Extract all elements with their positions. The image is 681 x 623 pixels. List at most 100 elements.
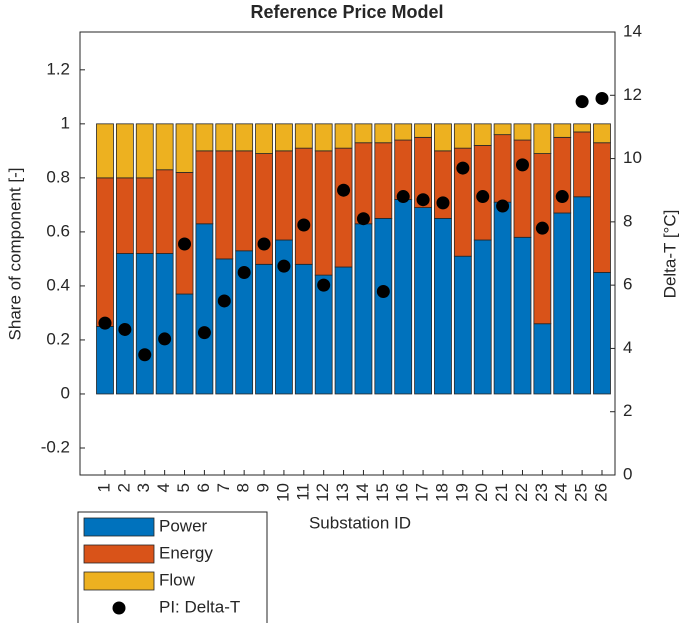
- data-point: [317, 278, 331, 292]
- bar-segment: [135, 123, 154, 179]
- y-tick-label: 0: [61, 383, 70, 402]
- data-point: [337, 183, 351, 197]
- bar-segment: [235, 123, 254, 152]
- x-tick-label: 25: [572, 483, 591, 502]
- bar-segment: [155, 253, 174, 395]
- data-point: [257, 237, 271, 251]
- x-tick-label: 10: [273, 483, 292, 502]
- bar-segment: [354, 142, 373, 225]
- x-tick-label: 26: [591, 483, 610, 502]
- bar-segment: [414, 123, 432, 138]
- bar-segment: [374, 217, 393, 395]
- legend-label: Flow: [159, 570, 196, 589]
- bar-segment: [573, 123, 592, 133]
- bar-segment: [195, 123, 214, 152]
- x-tick-label: 2: [114, 483, 133, 492]
- y2-tick-label: 8: [623, 211, 632, 230]
- bar-segment: [533, 323, 552, 395]
- x-tick-label: 12: [313, 483, 332, 502]
- x-tick-label: 23: [532, 483, 551, 502]
- y-axis-label: Share of component [-]: [5, 168, 24, 341]
- bar-segment: [354, 223, 373, 395]
- plot-frame: [79, 31, 616, 476]
- data-point: [118, 322, 132, 336]
- y-tick-label: -0.2: [41, 437, 70, 456]
- bar-segment: [593, 123, 611, 144]
- bar-segment: [573, 196, 592, 395]
- x-tick-label: 8: [234, 483, 253, 492]
- bar-segment: [135, 177, 154, 254]
- x-tick-label: 19: [452, 483, 471, 502]
- y2-tick-label: 10: [623, 148, 642, 167]
- data-point: [575, 95, 589, 109]
- bar-segment: [513, 123, 532, 141]
- x-tick-label: 20: [472, 483, 491, 502]
- data-point: [476, 190, 490, 204]
- legend-swatch: [83, 544, 155, 564]
- bar-segment: [374, 123, 393, 144]
- data-point: [98, 316, 112, 330]
- data-point: [158, 332, 172, 346]
- y2-tick-label: 0: [623, 464, 632, 483]
- bar-segment: [294, 147, 313, 265]
- x-tick-label: 24: [552, 483, 571, 502]
- bar-segment: [573, 131, 592, 198]
- bar-segment: [453, 123, 472, 149]
- bar-segment: [493, 201, 512, 395]
- bar-segment: [115, 177, 134, 254]
- legend-box: [77, 511, 268, 623]
- legend-marker: [112, 601, 126, 615]
- y2-tick-label: 2: [623, 401, 632, 420]
- x-tick-label: 17: [413, 483, 432, 502]
- bar-segment: [374, 142, 393, 219]
- x-tick-label: 18: [432, 483, 451, 502]
- x-tick-label: 13: [333, 483, 352, 502]
- bar-segment: [493, 134, 512, 203]
- bar-segment: [115, 123, 134, 179]
- y2-tick-label: 4: [623, 338, 632, 357]
- data-point: [237, 265, 251, 279]
- x-tick-label: 15: [373, 483, 392, 502]
- bar-segment: [354, 123, 373, 144]
- bar-segment: [434, 217, 452, 395]
- x-tick-label: 1: [94, 483, 113, 492]
- bar-segment: [314, 274, 333, 395]
- chart-title: Reference Price Model: [250, 2, 443, 22]
- data-point: [197, 326, 211, 340]
- x-tick-label: 9: [254, 483, 273, 492]
- legend-label: Power: [159, 516, 208, 535]
- data-point: [297, 218, 311, 232]
- y2-axis-label: Delta-T [°C]: [660, 210, 679, 299]
- bar-segment: [394, 123, 413, 141]
- bar-segment: [275, 123, 293, 152]
- bar-segment: [334, 266, 353, 395]
- data-point: [496, 199, 510, 213]
- bar-segment: [553, 212, 572, 395]
- bar-segment: [513, 139, 532, 238]
- y2-tick-label: 6: [623, 275, 632, 294]
- y-tick-label: 1: [61, 113, 70, 132]
- x-tick-label: 4: [154, 483, 173, 492]
- bar-segment: [513, 236, 532, 395]
- x-tick-label: 6: [194, 483, 213, 492]
- bar-segment: [215, 150, 234, 260]
- bar-segment: [473, 123, 492, 146]
- bar-segment: [473, 239, 492, 395]
- y-tick-label: 1.2: [46, 59, 70, 78]
- data-point: [217, 294, 231, 308]
- x-tick-label: 16: [393, 483, 412, 502]
- data-point: [515, 158, 529, 172]
- legend-swatch: [83, 571, 155, 591]
- bar-segment: [314, 150, 333, 276]
- data-point: [535, 221, 549, 235]
- bar-segment: [434, 123, 452, 152]
- x-tick-label: 21: [492, 483, 511, 502]
- bar-segment: [533, 123, 552, 154]
- bar-segment: [215, 123, 234, 152]
- y-tick-label: 0.8: [46, 167, 70, 186]
- bar-segment: [155, 169, 174, 254]
- bar-segment: [394, 199, 413, 395]
- legend-swatch: [83, 517, 155, 537]
- legend-label: PI: Delta-T: [159, 597, 240, 616]
